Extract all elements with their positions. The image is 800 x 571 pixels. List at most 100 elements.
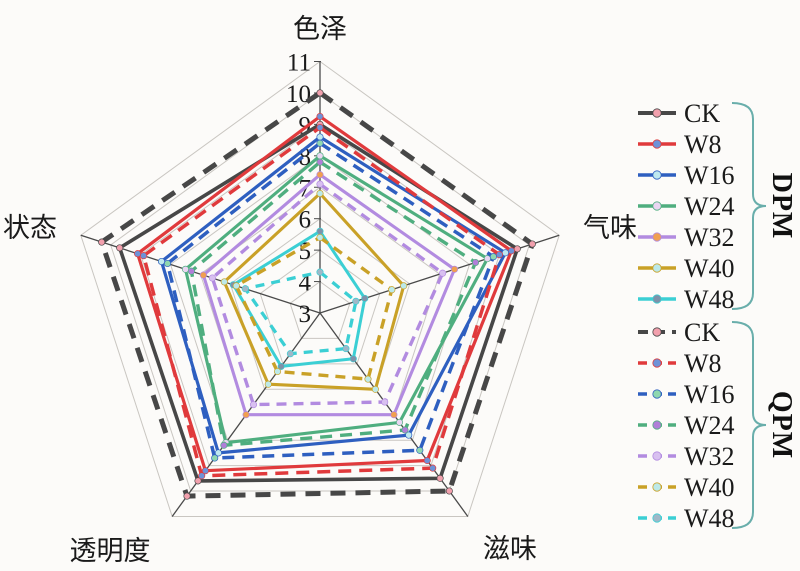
- axis-label-state: 状态: [3, 213, 57, 243]
- marker-QPM-W16-color: [316, 139, 324, 147]
- marker-QPM-W16-taste: [416, 446, 424, 454]
- grid-ring: [229, 218, 411, 390]
- tick-label-3: 3: [299, 301, 312, 328]
- legend-label: W40: [684, 254, 735, 283]
- legend-label: W16: [684, 161, 735, 190]
- legend-item-DPM-W40: W40: [638, 254, 735, 283]
- legend-label: W32: [684, 442, 735, 471]
- marker-DPM-CK-transparency: [194, 477, 202, 485]
- legend-marker: [652, 389, 662, 399]
- marker-QPM-CK-transparency: [183, 492, 191, 500]
- marker-DPM-W24-color: [316, 152, 324, 160]
- legend-label: W8: [684, 130, 722, 159]
- legend-brace-DPM: [731, 102, 767, 310]
- tick-label-10: 10: [286, 81, 311, 108]
- marker-DPM-W40-taste: [371, 385, 379, 393]
- marker-QPM-W32-aroma: [439, 269, 447, 277]
- legend: CKW8W16W24W32W40W48DPMCKW8W16W24W32W40W4…: [638, 99, 797, 533]
- marker-QPM-W24-taste: [401, 426, 409, 434]
- marker-DPM-W48-color: [316, 227, 324, 235]
- marker-DPM-CK-aroma: [513, 245, 521, 253]
- axis-label-taste: 滋味: [483, 534, 537, 564]
- series-QPM-CK: [99, 90, 535, 499]
- legend-label: CK: [684, 99, 720, 128]
- legend-marker: [652, 327, 662, 337]
- marker-QPM-CK-state: [98, 238, 106, 246]
- marker-QPM-W8-color: [316, 123, 324, 132]
- marker-DPM-W8-taste: [423, 456, 431, 465]
- marker-QPM-W48-color: [316, 268, 324, 276]
- legend-marker: [652, 358, 662, 368]
- series-DPM-W8: [136, 114, 513, 473]
- marker-QPM-W40-transparency: [273, 367, 282, 376]
- marker-DPM-W48-taste: [349, 355, 357, 363]
- marker-QPM-W16-aroma: [489, 253, 497, 261]
- marker-DPM-W16-state: [157, 257, 166, 266]
- grid-ring: [110, 92, 530, 492]
- series-DPM-W24: [183, 154, 489, 445]
- marker-QPM-W8-state: [140, 252, 148, 260]
- marker-DPM-W32-state: [199, 271, 207, 279]
- legend-item-QPM-W24: W24: [638, 411, 735, 440]
- legend-group-title-QPM: QPM: [766, 391, 797, 459]
- axis-label-color: 色泽: [293, 14, 347, 44]
- legend-group-title-DPM: DPM: [766, 173, 797, 240]
- marker-DPM-W16-taste: [405, 431, 413, 439]
- marker-DPM-W40-transparency: [264, 380, 272, 388]
- legend-label: W8: [684, 349, 722, 378]
- marker-DPM-W24-state: [181, 265, 190, 273]
- legend-marker: [652, 294, 662, 304]
- legend-label: W48: [684, 285, 735, 314]
- tick-label-6: 6: [299, 207, 312, 234]
- series-QPM-W48: [243, 270, 358, 356]
- legend-item-DPM-W32: W32: [638, 223, 735, 252]
- marker-QPM-W24-aroma: [471, 258, 480, 267]
- marker-QPM-W48-aroma: [352, 297, 360, 305]
- marker-DPM-W8-color: [316, 112, 324, 121]
- legend-marker: [652, 201, 662, 211]
- marker-QPM-W40-aroma: [388, 286, 396, 294]
- marker-QPM-W24-color: [316, 158, 324, 166]
- legend-marker: [652, 108, 662, 118]
- legend-marker: [652, 482, 662, 492]
- legend-item-QPM-W32: W32: [638, 442, 735, 471]
- marker-DPM-W16-aroma: [501, 249, 509, 257]
- series-DPM-W16: [159, 135, 507, 455]
- legend-label: W40: [684, 473, 735, 502]
- marker-QPM-W32-taste: [381, 398, 389, 406]
- axis-label-transparency: 透明度: [70, 536, 151, 566]
- grid-ring: [259, 249, 381, 365]
- legend-item-QPM-W8: W8: [638, 349, 722, 378]
- marker-DPM-W8-state: [134, 250, 142, 258]
- marker-DPM-W24-aroma: [483, 255, 491, 263]
- marker-QPM-CK-aroma: [528, 240, 536, 248]
- legend-marker: [652, 451, 662, 461]
- grid-ring: [169, 155, 471, 441]
- legend-marker: [652, 263, 662, 273]
- marker-QPM-W48-transparency: [286, 350, 294, 358]
- legend-label: W32: [684, 223, 735, 252]
- series-DPM-W40: [222, 191, 406, 391]
- legend-marker: [652, 232, 662, 242]
- legend-label: CK: [684, 318, 720, 347]
- series-DPM-W32: [201, 173, 457, 417]
- marker-DPM-W16-color: [316, 133, 324, 141]
- marker-DPM-W8-transparency: [201, 467, 209, 475]
- marker-DPM-W40-color: [316, 189, 324, 198]
- legend-item-QPM-W40: W40: [638, 473, 735, 502]
- tick-label-11: 11: [287, 50, 311, 77]
- marker-DPM-W40-state: [220, 278, 228, 286]
- marker-DPM-W48-transparency: [277, 362, 285, 370]
- legend-label: W24: [684, 192, 735, 221]
- legend-item-DPM-W16: W16: [638, 161, 735, 190]
- legend-label: W48: [684, 504, 735, 533]
- marker-DPM-CK-taste: [436, 474, 444, 482]
- grid-ring: [80, 60, 560, 517]
- legend-item-DPM-W24: W24: [638, 192, 735, 221]
- legend-item-QPM-W16: W16: [638, 380, 735, 409]
- legend-item-DPM-CK: CK: [638, 99, 720, 128]
- legend-label: W24: [684, 411, 735, 440]
